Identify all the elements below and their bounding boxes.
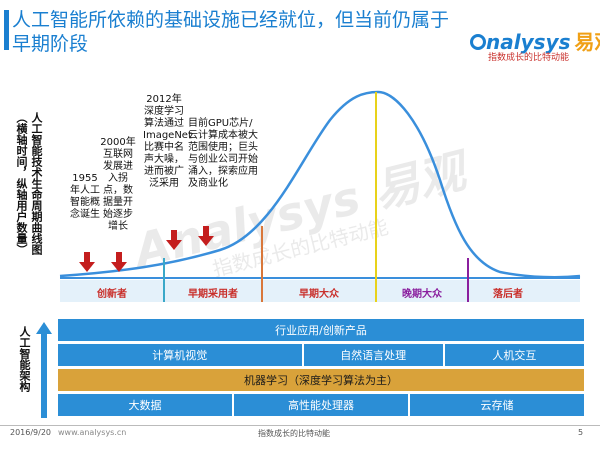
arch-cell-nlp: 自然语言处理 (303, 344, 443, 366)
milestone-arrow-2012 (166, 230, 182, 250)
arch-cell-machine-learning: 机器学习（深度学习算法为主） (58, 369, 584, 391)
arch-cell-industry-apps: 行业应用/创新产品 (58, 319, 584, 341)
footer-tagline: 指数成长的比特动能 (258, 429, 330, 438)
milestone-gpu-text: 目前GPU芯片/云计算成本被大范围使用；巨头与创业公司开始涌入，探索应用及商业化 (188, 118, 258, 189)
architecture-row-capabilities: 计算机视觉 自然语言处理 人机交互 (58, 344, 584, 366)
page-number: 5 (578, 428, 584, 437)
logo-text-cn: 易观 (574, 30, 600, 54)
milestone-1955-text: 1955年人工智能概念诞生 (70, 173, 100, 220)
arch-cell-computer-vision: 计算机视觉 (58, 344, 302, 366)
architecture-row-applications: 行业应用/创新产品 (58, 319, 584, 341)
stage-late-majority: 晚期大众 (402, 289, 442, 300)
footer-site: www.analysys.cn (58, 428, 127, 437)
milestone-arrow-2000 (111, 252, 127, 272)
logo-text-en: nalysys (486, 30, 571, 54)
lifecycle-chart (59, 90, 581, 302)
logo-mark-icon (470, 34, 486, 50)
arch-cell-hpc: 高性能处理器 (234, 394, 408, 416)
stage-early-adopters: 早期采用者 (188, 289, 238, 300)
footer-divider (0, 425, 600, 426)
arch-cell-hci: 人机交互 (444, 344, 584, 366)
chart-vertical-label: 人工智能技术生命周期曲线图（横轴时间，纵轴用户数量） (15, 112, 43, 255)
arch-cell-cloud-storage: 云存储 (410, 394, 584, 416)
architecture-vertical-label: 人工智能架构 (18, 326, 31, 392)
stage-band (60, 280, 580, 302)
footer-date: 2016/9/20 (10, 428, 52, 437)
stage-early-majority: 早期大众 (299, 289, 339, 300)
stage-innovators: 创新者 (97, 289, 127, 300)
milestone-2012-text: 2012年深度学习算法通过ImageNet比赛中名声大噪，进而被广泛采用 (143, 94, 192, 189)
architecture-row-machine-learning: 机器学习（深度学习算法为主） (58, 369, 584, 391)
page-title: 人工智能所依赖的基础设施已经就位，但当前仍属于早期阶段 (12, 9, 450, 55)
architecture-up-arrow-icon (36, 322, 52, 418)
milestone-arrow-gpu (198, 226, 214, 246)
lifecycle-curve (59, 90, 581, 279)
logo-tagline: 指数成长的比特动能 (488, 53, 570, 63)
architecture-row-infrastructure: 大数据 高性能处理器 云存储 (58, 394, 584, 416)
arch-cell-big-data: 大数据 (58, 394, 232, 416)
stage-laggards: 落后者 (493, 289, 523, 300)
milestone-2000-text: 2000年互联网发展进入拐点，数据量开始逐步增长 (100, 137, 136, 232)
title-accent-bar (4, 10, 9, 50)
milestone-arrow-1955 (79, 252, 95, 272)
